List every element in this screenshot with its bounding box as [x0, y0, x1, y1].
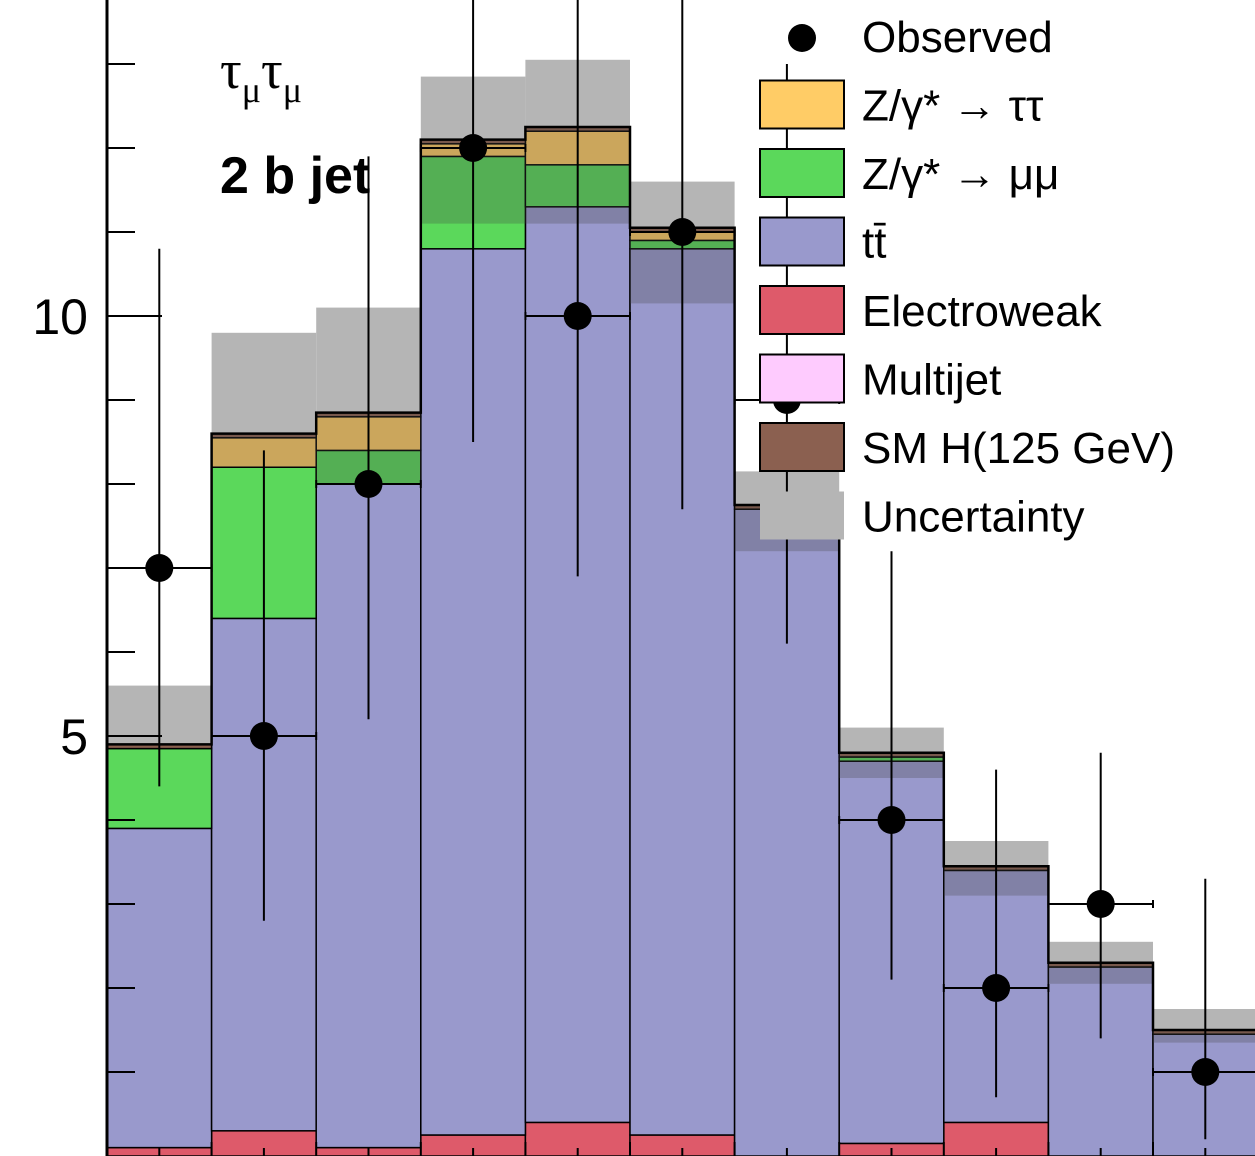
- legend-label: Electroweak: [862, 287, 1103, 336]
- legend-label: Uncertainty: [862, 493, 1085, 542]
- observed-data-point: [1047, 752, 1154, 1039]
- legend-swatch: [759, 216, 845, 267]
- stack-total-outline: [105, 125, 1255, 1156]
- x-axis-ticks: [106, 1142, 1207, 1156]
- legend-entry-zmm: Z/γ* → μμ: [759, 148, 1059, 199]
- legend-swatch: [759, 422, 845, 472]
- stack-outline-layer: [105, 125, 1255, 1156]
- legend-entry-ttbar: tt̄: [759, 216, 886, 268]
- uncertainty-overlay-bin: [1153, 1030, 1255, 1043]
- legend-entry-smh: SM H(125 GeV): [759, 422, 1175, 473]
- observed-data-point: [419, 0, 527, 442]
- observed-data-point: [1152, 878, 1255, 1140]
- legend-swatch: [759, 79, 845, 130]
- legend: Observed Z/γ* → ττ Z/γ* → μμ tt̄ Electroweak…: [759, 13, 1175, 542]
- observed-data-point: [210, 450, 318, 921]
- observed-marker: [877, 806, 906, 834]
- observed-data-layer: [106, 0, 1255, 1140]
- legend-swatch: [759, 285, 845, 335]
- observed-marker: [563, 302, 592, 330]
- legend-swatch: [759, 148, 845, 198]
- legend-label: Z/γ* → μμ: [862, 150, 1059, 199]
- observed-marker: [1086, 890, 1115, 918]
- legend-entry-ztt: Z/γ* → ττ: [759, 79, 1044, 131]
- legend-entry-ewk: Electroweak: [759, 285, 1103, 336]
- observed-marker: [145, 554, 174, 582]
- legend-entry-multijet: Multijet: [759, 353, 1001, 405]
- observed-marker: [1191, 1058, 1220, 1086]
- observed-data-point: [524, 0, 631, 577]
- observed-data-point: [629, 0, 736, 510]
- observed-marker: [982, 974, 1011, 1002]
- y-tick-label: 10: [32, 289, 88, 345]
- observed-data-point: [106, 248, 213, 787]
- legend-swatch: [759, 353, 845, 404]
- observed-marker: [668, 218, 697, 246]
- observed-data-point: [942, 769, 1050, 1098]
- observed-data-point: [838, 551, 945, 980]
- channel-label: τμτμ: [220, 40, 302, 110]
- stack-segment-ttbar: [1152, 1033, 1255, 1156]
- legend-label: Observed: [862, 13, 1053, 62]
- observed-marker: [354, 470, 383, 498]
- legend-label: Z/γ* → ττ: [862, 82, 1044, 131]
- observed-marker: [249, 722, 278, 750]
- y-tick-label: 5: [60, 709, 88, 765]
- legend-swatch: [760, 491, 844, 540]
- legend-observed-marker: [788, 24, 816, 52]
- legend-label: tt̄: [862, 219, 886, 268]
- observed-data-point: [315, 156, 422, 720]
- legend-label: SM H(125 GeV): [862, 424, 1175, 473]
- observed-marker: [459, 134, 488, 162]
- legend-entry-observed: Observed: [788, 13, 1053, 62]
- category-label: 2 b jet: [220, 147, 370, 205]
- legend-label: Multijet: [862, 356, 1001, 405]
- y-axis: 510152025: [32, 0, 162, 1156]
- legend-entry-unc: Uncertainty: [760, 491, 1085, 542]
